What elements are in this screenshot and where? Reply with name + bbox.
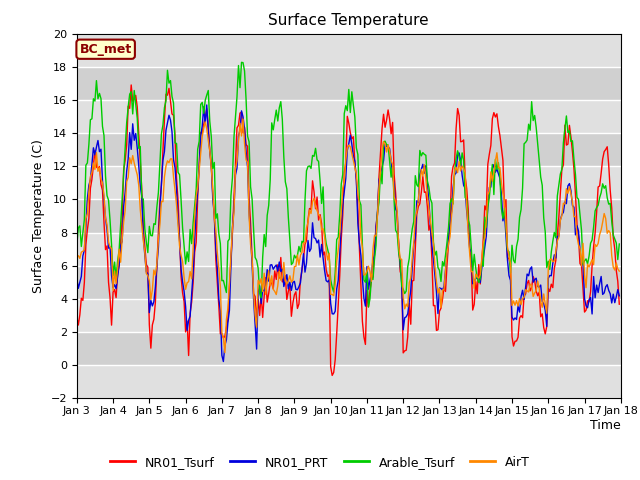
Bar <box>77 332 621 365</box>
Legend: NR01_Tsurf, NR01_PRT, Arable_Tsurf, AirT: NR01_Tsurf, NR01_PRT, Arable_Tsurf, AirT <box>105 451 535 474</box>
NR01_PRT <box>73 276 81 281</box>
AirT <box>256 281 264 287</box>
NR01_Tsurf <box>127 82 135 88</box>
AirT <box>221 350 228 356</box>
Bar <box>77 166 621 199</box>
Arable_Tsurf <box>140 196 147 202</box>
Title: Surface Temperature: Surface Temperature <box>269 13 429 28</box>
Bar <box>77 133 621 166</box>
NR01_Tsurf <box>616 301 623 307</box>
Arable_Tsurf <box>312 145 319 151</box>
NR01_PRT <box>616 293 623 299</box>
Arable_Tsurf <box>237 60 245 65</box>
Arable_Tsurf <box>264 213 271 218</box>
AirT <box>239 116 247 122</box>
Text: BC_met: BC_met <box>79 43 132 56</box>
Y-axis label: Surface Temperature (C): Surface Temperature (C) <box>32 139 45 293</box>
Bar <box>77 199 621 233</box>
AirT <box>140 238 147 243</box>
Arable_Tsurf <box>73 243 81 249</box>
Line: NR01_PRT: NR01_PRT <box>77 105 620 361</box>
AirT <box>265 268 273 274</box>
AirT <box>588 257 596 263</box>
Bar <box>77 67 621 100</box>
NR01_PRT <box>588 311 596 317</box>
Arable_Tsurf <box>365 304 372 310</box>
Arable_Tsurf <box>235 63 243 69</box>
Bar <box>77 233 621 266</box>
AirT <box>73 252 81 258</box>
Bar <box>77 34 621 67</box>
NR01_PRT <box>237 108 245 114</box>
NR01_Tsurf <box>254 297 262 302</box>
NR01_PRT <box>313 240 321 246</box>
NR01_PRT <box>220 359 227 364</box>
AirT <box>236 120 244 126</box>
Bar <box>77 365 621 398</box>
AirT <box>616 268 623 274</box>
Line: Arable_Tsurf: Arable_Tsurf <box>77 62 620 307</box>
NR01_Tsurf <box>264 299 271 305</box>
Bar <box>77 299 621 332</box>
NR01_Tsurf <box>141 242 148 248</box>
NR01_Tsurf <box>312 206 319 212</box>
NR01_Tsurf <box>236 110 244 116</box>
Arable_Tsurf <box>254 265 262 271</box>
Arable_Tsurf <box>616 241 623 247</box>
NR01_Tsurf <box>73 313 81 319</box>
NR01_Tsurf <box>328 372 336 378</box>
NR01_PRT <box>265 278 273 284</box>
AirT <box>313 208 321 214</box>
NR01_PRT <box>256 283 264 289</box>
Bar <box>77 100 621 133</box>
Line: NR01_Tsurf: NR01_Tsurf <box>77 85 620 375</box>
Line: AirT: AirT <box>77 119 620 353</box>
Bar <box>77 266 621 299</box>
NR01_PRT <box>203 102 211 108</box>
Arable_Tsurf <box>588 237 596 243</box>
NR01_Tsurf <box>588 263 596 268</box>
X-axis label: Time: Time <box>590 419 621 432</box>
NR01_PRT <box>140 233 147 239</box>
